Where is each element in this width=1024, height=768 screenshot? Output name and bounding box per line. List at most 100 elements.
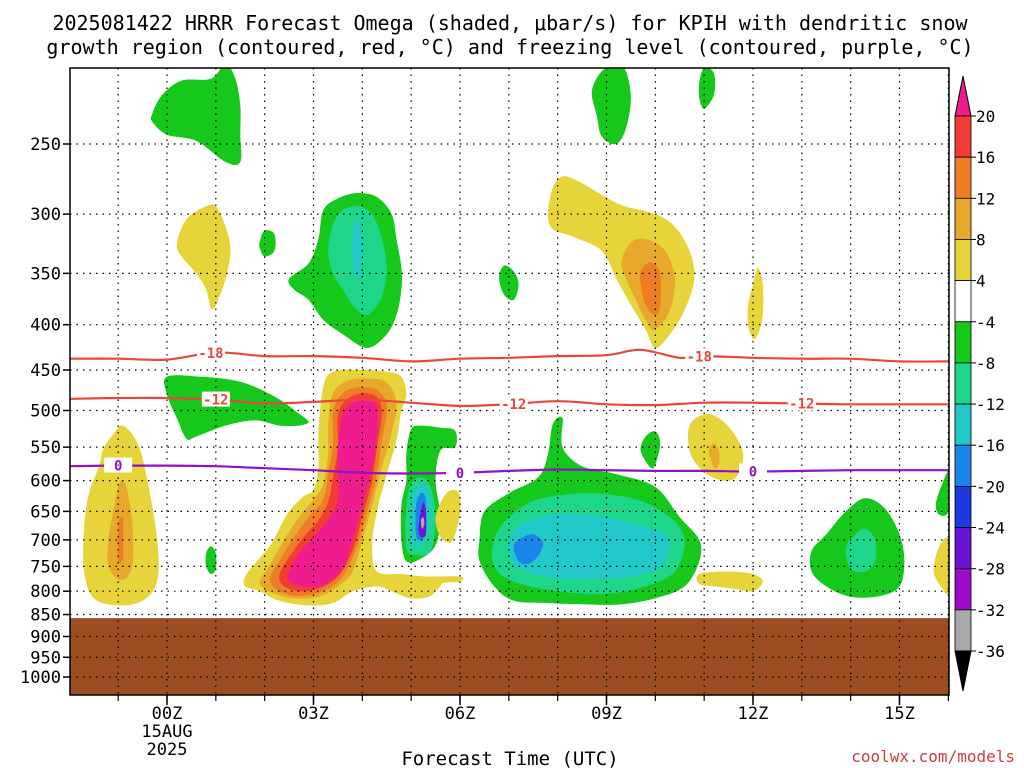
isotherm-label--12-2: -12 (789, 397, 814, 413)
x-axis-label: Forecast Time (UTC) (401, 748, 618, 768)
y-tick-label-300: 300 (30, 205, 61, 225)
colorbar-label-2: 12 (976, 189, 995, 208)
terrain-ground (70, 618, 949, 695)
colorbar-bin-5 (954, 321, 972, 364)
isotherm-label-bg-0-1 (446, 464, 474, 480)
omega-region-1 (176, 204, 231, 310)
colorbar-bin-8 (954, 444, 972, 487)
isotherm-label-bg--12-1 (499, 395, 528, 411)
chart-title-line-2: growth region (contoured, red, °C) and f… (46, 35, 973, 59)
isotherm-label--12-0: -12 (203, 393, 228, 409)
omega-region-22 (287, 399, 378, 588)
omega-region-11 (639, 262, 662, 315)
omega-region-34 (513, 534, 544, 565)
isotherm-label--18-0: -18 (198, 346, 223, 362)
colorbar-label-8: -16 (976, 436, 1005, 455)
x-tick-sublabel-0: 15AUG (141, 722, 192, 742)
omega-region-40 (845, 528, 877, 573)
isotherm-label--18-1: -18 (687, 349, 712, 365)
omega-region-41 (935, 472, 949, 516)
isotherm-label-0-1: 0 (456, 466, 464, 482)
isotherm-label-bg--12-0 (201, 391, 230, 407)
omega-region-8 (698, 68, 716, 109)
omega-region-0 (150, 68, 242, 166)
omega-region-24 (435, 489, 461, 543)
y-tick-label-450: 450 (30, 361, 61, 381)
y-tick-label-500: 500 (30, 402, 61, 422)
isotherm-label-bg--18-0 (196, 345, 225, 361)
credit-text: coolwx.com/models (851, 747, 1015, 766)
colorbar-bin-7 (954, 403, 972, 446)
x-tick-label-15Z: 15Z (884, 704, 915, 724)
omega-region-13 (164, 375, 309, 440)
omega-region-33 (508, 514, 671, 579)
omega-region-2 (259, 229, 276, 257)
colorbar-bin-0 (954, 115, 972, 158)
isotherm-label-bg-0-2 (739, 463, 767, 479)
colorbar: 20 16 12 8 4 -4 -8 -12 -16 -20 -24 -28 -32 -36 (954, 75, 1005, 692)
omega-region-29 (420, 517, 425, 529)
y-tick-label-600: 600 (30, 472, 61, 492)
isotherm-label-0-2: 0 (749, 465, 757, 481)
colorbar-label-11: -28 (976, 560, 1005, 579)
colorbar-bin-10 (954, 527, 972, 570)
plot-frame (69, 67, 950, 696)
colorbar-label-5: -4 (976, 313, 995, 332)
y-tick-label-750: 750 (30, 557, 61, 577)
isotherm-label-bg--18-1 (685, 348, 714, 364)
colorbar-bin-12 (954, 609, 972, 652)
colorbar-label-6: -8 (976, 354, 995, 373)
omega-region-16 (117, 516, 124, 563)
y-axis: 2503003504004505005506006507007508008509… (20, 135, 70, 688)
chart-title-line-1: 2025081422 HRRR Forecast Omega (shaded, … (52, 11, 968, 35)
colorbar-bin-9 (954, 485, 972, 528)
colorbar-label-12: -32 (976, 601, 1005, 620)
y-tick-label-650: 650 (30, 502, 61, 522)
y-tick-label-700: 700 (30, 531, 61, 551)
omega-shaded-regions (83, 68, 949, 606)
y-tick-label-400: 400 (30, 316, 61, 336)
y-tick-label-950: 950 (30, 648, 61, 668)
gridlines (70, 68, 949, 695)
colorbar-bin-3 (954, 239, 972, 282)
x-tick-sublabel-1: 2025 (147, 740, 188, 760)
colorbar-label-0: 20 (976, 107, 995, 126)
omega-region-38 (696, 571, 763, 592)
omega-region-7 (591, 68, 631, 145)
isotherm-label-bg-0-0 (104, 457, 133, 473)
omega-region-5 (352, 217, 363, 279)
omega-region-17 (205, 546, 217, 575)
x-tick-label-12Z: 12Z (738, 704, 769, 724)
colorbar-label-1: 16 (976, 148, 995, 167)
omega-region-12 (747, 267, 764, 340)
colorbar-bin-4 (954, 280, 972, 323)
colorbar-label-13: -36 (976, 642, 1005, 661)
y-tick-label-800: 800 (30, 582, 61, 602)
colorbar-bottom-triangle (954, 650, 972, 692)
x-tick-label-00Z: 00Z (152, 704, 183, 724)
isotherm-labels: -18 -18 -12 -12 -12 0 0 0 (104, 345, 816, 482)
y-tick-label-850: 850 (30, 606, 61, 626)
colorbar-bin-11 (954, 568, 972, 611)
y-tick-label-900: 900 (30, 627, 61, 647)
y-tick-label-550: 550 (30, 438, 61, 458)
isotherm-line-0 (70, 464, 949, 475)
colorbar-label-10: -24 (976, 519, 1005, 538)
x-tick-label-06Z: 06Z (445, 704, 476, 724)
isotherm-label-0-0: 0 (114, 459, 122, 475)
colorbar-label-3: 8 (976, 230, 986, 249)
isotherm-label--12-1: -12 (501, 397, 526, 413)
colorbar-label-4: 4 (976, 272, 986, 291)
x-tick-label-03Z: 03Z (298, 704, 329, 724)
colorbar-bin-6 (954, 362, 972, 405)
omega-region-37 (709, 443, 720, 469)
isotherm-label-bg--12-2 (787, 395, 816, 411)
colorbar-bin-1 (954, 156, 972, 199)
x-tick-label-09Z: 09Z (591, 704, 622, 724)
y-tick-label-350: 350 (30, 264, 61, 284)
colorbar-bin-2 (954, 197, 972, 240)
colorbar-label-7: -12 (976, 395, 1005, 414)
